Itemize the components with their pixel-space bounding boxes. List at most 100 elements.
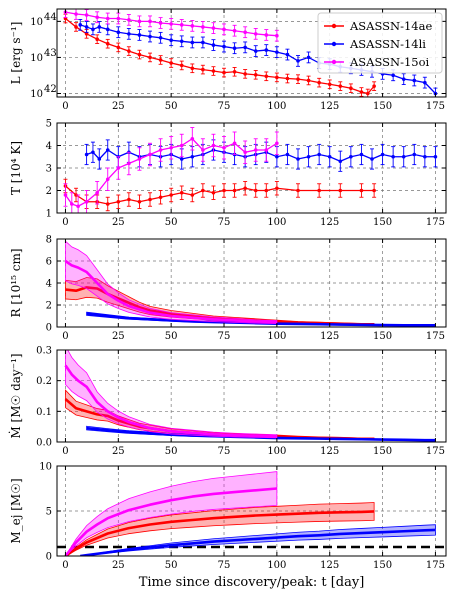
data-point [401, 77, 406, 81]
x-tick-label: 100 [267, 446, 286, 457]
data-point [359, 188, 364, 193]
data-point [222, 27, 226, 32]
x-tick-label: 25 [112, 560, 125, 571]
data-point [127, 197, 131, 202]
x-tick-label: 50 [165, 217, 178, 228]
data-point [190, 154, 195, 159]
data-point [211, 26, 216, 30]
panel-3: 0 25 50 75 100 125 150 175 0 2 4 6 8 R [10¹⁵ cm] [9, 235, 447, 342]
data-point [105, 16, 110, 21]
data-point [211, 143, 216, 148]
data-point [243, 30, 247, 35]
series-asassn-14ae [63, 178, 377, 212]
data-point [306, 55, 311, 60]
data-point [137, 33, 142, 37]
data-point [84, 25, 89, 29]
confidence-band [65, 350, 278, 439]
data-point [190, 136, 195, 141]
panel-5: 0 25 50 75 100 125 150 175 0 5 10 M_ej [M☉] [9, 462, 447, 571]
x-tick-label: 75 [218, 217, 231, 228]
y-tick-label: 0.3 [36, 346, 52, 357]
data-point [275, 141, 279, 146]
data-point [264, 148, 269, 152]
data-point [105, 148, 110, 152]
data-point [169, 61, 173, 65]
data-point [95, 190, 99, 195]
data-point [169, 38, 173, 43]
data-point [84, 32, 89, 36]
y-tick-label: 8 [46, 235, 52, 246]
x-tick-label: 25 [112, 217, 125, 228]
data-point [275, 50, 279, 54]
y-tick-label: 0 [46, 323, 52, 334]
data-point [285, 152, 290, 157]
data-point [243, 150, 247, 155]
x-tick-label: 75 [218, 331, 231, 342]
plot-area [57, 471, 446, 556]
x-tick-label: 75 [218, 560, 231, 571]
legend: ASASSN-14ae ASASSN-14li ASASSN-15oi [317, 12, 443, 74]
x-tick-label: 25 [112, 331, 125, 342]
data-point [243, 72, 247, 76]
data-point [97, 25, 102, 29]
data-point [190, 66, 195, 71]
data-point [285, 76, 290, 81]
y-tick-exponent: 44 [44, 12, 57, 23]
data-point [296, 188, 300, 193]
x-tick-label: 175 [426, 217, 445, 228]
series-line [80, 528, 436, 556]
data-point [127, 49, 131, 53]
data-point [158, 148, 163, 152]
data-point [116, 30, 121, 35]
data-point [148, 34, 152, 39]
data-point [201, 148, 205, 152]
x-tick-label: 50 [165, 331, 178, 342]
data-point [253, 188, 258, 193]
y-tick-label: 0.2 [36, 376, 52, 387]
data-point [169, 193, 173, 197]
x-tick-label: 50 [165, 560, 178, 571]
y-tick-label: 3 [46, 164, 52, 175]
y-tick-exponent: 42 [44, 84, 57, 95]
data-point [243, 186, 247, 191]
x-tick-label: 25 [112, 101, 125, 112]
series-line [64, 364, 277, 438]
data-point [264, 33, 269, 37]
legend-marker [331, 23, 337, 29]
data-point [95, 37, 99, 42]
data-point [296, 59, 300, 63]
y-axis-label: Ṁ [M☉ day⁻¹] [8, 353, 23, 438]
data-point [253, 72, 258, 77]
data-point [372, 84, 376, 88]
panel-frame [56, 8, 447, 98]
data-point [78, 23, 83, 27]
data-point [222, 44, 226, 49]
data-point [296, 77, 300, 81]
data-point [296, 157, 300, 161]
data-point [338, 188, 343, 193]
series-line [64, 510, 375, 556]
data-point [84, 199, 89, 204]
data-point [91, 27, 95, 32]
data-point [253, 49, 258, 53]
data-point [116, 166, 121, 170]
x-tick-label: 50 [165, 446, 178, 457]
y-tick-label: 5 [46, 119, 52, 130]
plot-area [63, 127, 438, 213]
series-asassn-15oi [64, 471, 278, 556]
data-point [222, 145, 226, 150]
x-tick-label: 25 [112, 446, 125, 457]
data-point [391, 154, 395, 159]
data-point [264, 188, 269, 193]
legend-marker [331, 59, 337, 65]
x-tick-label: 150 [373, 446, 392, 457]
legend-label: ASASSN-15oi [349, 55, 430, 69]
series-asassn-14li [79, 524, 436, 556]
data-point [349, 154, 353, 159]
data-point [306, 154, 311, 159]
data-point [179, 190, 184, 195]
data-point [423, 154, 427, 159]
legend-label: ASASSN-14li [349, 37, 426, 51]
data-point [201, 25, 205, 29]
data-point [232, 28, 237, 33]
